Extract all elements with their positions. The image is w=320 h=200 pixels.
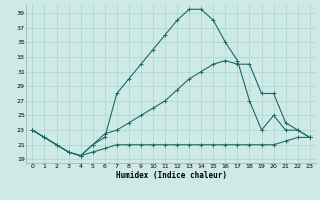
- X-axis label: Humidex (Indice chaleur): Humidex (Indice chaleur): [116, 171, 227, 180]
